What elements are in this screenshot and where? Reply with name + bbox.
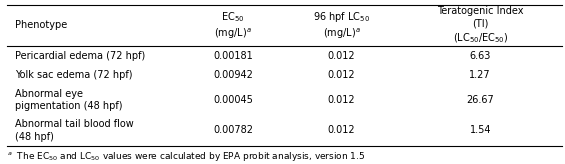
- Text: 6.63: 6.63: [470, 51, 491, 61]
- Text: 26.67: 26.67: [466, 95, 494, 105]
- Text: Abnormal tail blood flow
(48 hpf): Abnormal tail blood flow (48 hpf): [15, 119, 134, 142]
- Text: 1.27: 1.27: [470, 70, 491, 80]
- Text: 0.00045: 0.00045: [213, 95, 253, 105]
- Text: Pericardial edema (72 hpf): Pericardial edema (72 hpf): [15, 51, 146, 61]
- Text: 0.00942: 0.00942: [213, 70, 253, 80]
- Text: 1.54: 1.54: [470, 125, 491, 135]
- Text: 96 hpf LC$_{50}$
(mg/L)$^{a}$: 96 hpf LC$_{50}$ (mg/L)$^{a}$: [313, 10, 370, 41]
- Text: 0.00782: 0.00782: [213, 125, 253, 135]
- Text: 0.00181: 0.00181: [213, 51, 253, 61]
- Text: Yolk sac edema (72 hpf): Yolk sac edema (72 hpf): [15, 70, 133, 80]
- Text: EC$_{50}$
(mg/L)$^{a}$: EC$_{50}$ (mg/L)$^{a}$: [214, 10, 252, 41]
- Text: $^{a}$  The EC$_{50}$ and LC$_{50}$ values were calculated by EPA probit analysi: $^{a}$ The EC$_{50}$ and LC$_{50}$ value…: [7, 150, 366, 163]
- Text: 0.012: 0.012: [328, 95, 355, 105]
- Text: Abnormal eye
pigmentation (48 hpf): Abnormal eye pigmentation (48 hpf): [15, 89, 123, 111]
- Text: 0.012: 0.012: [328, 70, 355, 80]
- Text: 0.012: 0.012: [328, 125, 355, 135]
- Text: Phenotype: Phenotype: [15, 20, 67, 30]
- Text: 0.012: 0.012: [328, 51, 355, 61]
- Text: Teratogenic Index
(TI)
(LC$_{50}$/EC$_{50}$): Teratogenic Index (TI) (LC$_{50}$/EC$_{5…: [437, 6, 524, 45]
